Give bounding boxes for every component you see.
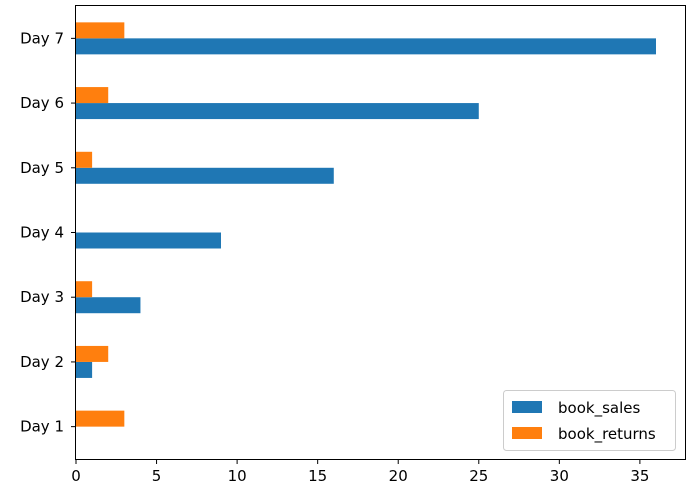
x-tick-label-0: 0	[71, 467, 81, 485]
plot-frame	[75, 5, 686, 460]
bar-book-sales-day-7	[76, 38, 656, 55]
bar-book-sales-day-3	[76, 297, 141, 314]
y-tick-label-day-7: Day 7	[20, 29, 64, 47]
y-tick-label-day-3: Day 3	[20, 288, 64, 306]
bar-book-returns-day-3	[76, 281, 93, 298]
x-tick-label-10: 10	[228, 467, 247, 485]
x-axis-ticks: 0 5 10 15 20 25 30 35	[71, 459, 649, 485]
x-tick-label-25: 25	[469, 467, 488, 485]
x-tick-label-20: 20	[389, 467, 408, 485]
legend-box	[503, 390, 676, 451]
legend-label-book-returns: book_returns	[558, 425, 656, 444]
y-tick-label-day-2: Day 2	[20, 353, 64, 371]
x-tick-label-30: 30	[550, 467, 569, 485]
y-axis-ticks: Day 1 Day 2 Day 3 Day 4 Day 5 Day 6 Day 7	[20, 29, 76, 436]
bar-book-sales-day-2	[76, 361, 93, 378]
y-tick-label-day-6: Day 6	[20, 94, 64, 112]
bar-book-sales-day-6	[76, 103, 479, 120]
bar-book-sales-day-4	[76, 232, 221, 249]
legend-swatch-book-returns	[512, 427, 542, 439]
bar-book-returns-day-5	[76, 151, 93, 168]
x-tick-label-5: 5	[152, 467, 162, 485]
bars-group	[76, 22, 656, 427]
bar-book-returns-day-7	[76, 22, 125, 39]
legend-label-book-sales: book_sales	[558, 399, 640, 418]
legend-swatch-book-sales	[512, 401, 542, 413]
bar-book-returns-day-2	[76, 345, 109, 362]
legend: book_sales book_returns	[503, 390, 676, 451]
y-tick-label-day-4: Day 4	[20, 224, 64, 242]
x-tick-label-15: 15	[308, 467, 327, 485]
x-tick-label-35: 35	[630, 467, 649, 485]
y-tick-label-day-5: Day 5	[20, 159, 64, 177]
bar-book-returns-day-1	[76, 410, 125, 427]
bar-book-sales-day-5	[76, 167, 334, 184]
y-tick-label-day-1: Day 1	[20, 418, 64, 436]
bar-book-returns-day-6	[76, 87, 109, 104]
